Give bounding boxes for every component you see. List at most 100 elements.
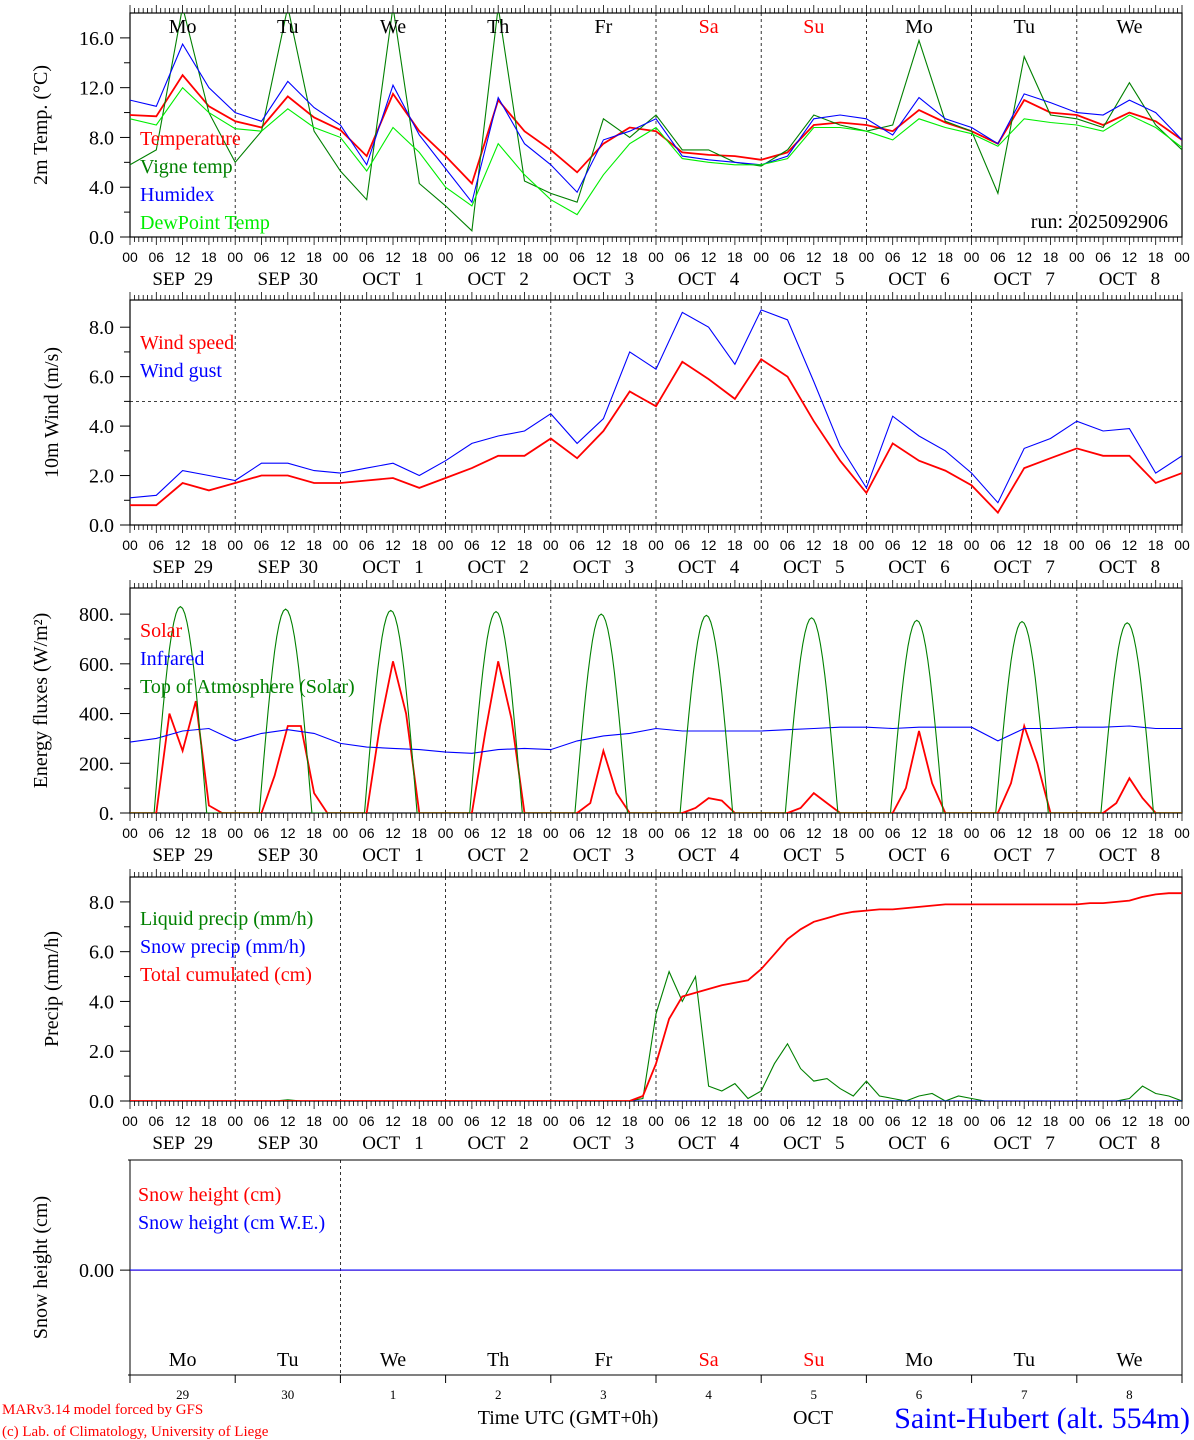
hour-label: 00: [964, 825, 980, 841]
date-label: OCT 2: [467, 845, 528, 866]
hour-label: 00: [859, 537, 875, 553]
date-label: OCT 3: [573, 269, 634, 290]
panel-snow: 0.00 Snow height (cm) Snow height (cm) Snow…: [30, 1159, 1183, 1402]
date-label: OCT 8: [1099, 1133, 1160, 1154]
series-group: [130, 309, 1182, 515]
hour-label: 06: [990, 825, 1006, 841]
date-label: OCT 1: [362, 845, 423, 866]
date-label: SEP 30: [258, 557, 319, 578]
hour-label: 12: [806, 537, 822, 553]
date-label: OCT 8: [1099, 557, 1160, 578]
y-tick-label: 600.: [79, 654, 114, 676]
station-title: Saint-Hubert (alt. 554m): [894, 1402, 1190, 1435]
hour-label: 00: [859, 825, 875, 841]
weekday-label: Th: [487, 16, 509, 38]
panel-energy: 0. 200. 400. 600. 800. Energy fluxes (W/m²) So…: [30, 580, 1190, 866]
weekday-label: Mo: [169, 16, 197, 38]
hour-label: 18: [622, 825, 638, 841]
hour-label: 00: [122, 825, 138, 841]
hour-label: 00: [438, 249, 454, 265]
weekday-label: Su: [803, 16, 824, 38]
hour-label: 00: [648, 249, 664, 265]
hour-label: 00: [543, 537, 559, 553]
x-axis-title: Time UTC (GMT+0h): [478, 1407, 659, 1429]
day-number-label: 29: [176, 1387, 189, 1402]
hour-label: 12: [701, 1113, 717, 1129]
hour-label: 12: [490, 537, 506, 553]
hour-label: 18: [832, 825, 848, 841]
hour-label: 00: [1069, 1113, 1085, 1129]
hour-label: 06: [149, 825, 165, 841]
date-label: OCT 5: [783, 845, 844, 866]
hour-label: 12: [175, 537, 191, 553]
hour-label: 06: [464, 249, 480, 265]
hour-label: 18: [622, 249, 638, 265]
hour-label: 00: [438, 1113, 454, 1129]
hour-label: 18: [412, 249, 428, 265]
date-label: SEP 29: [152, 269, 213, 290]
y-tick-label: 8.0: [89, 892, 114, 914]
hour-label: 12: [701, 249, 717, 265]
y-tick-label: 400.: [79, 704, 114, 726]
hour-label: 18: [201, 249, 217, 265]
hour-label: 00: [753, 249, 769, 265]
hour-label: 18: [201, 537, 217, 553]
hour-ticks: [129, 869, 1183, 1109]
y-tick-label: 12.0: [79, 78, 114, 100]
y-axis-label: 10m Wind (m/s): [41, 347, 63, 478]
series-line-wind-speed: [130, 358, 1182, 515]
hour-label: 00: [964, 249, 980, 265]
weekday-label: We: [1116, 16, 1142, 38]
series-line-wind-gust: [130, 309, 1182, 504]
hour-label: 06: [885, 825, 901, 841]
y-tick-label: 6.0: [89, 367, 114, 389]
date-label: OCT 2: [467, 269, 528, 290]
hour-label: 00: [1069, 249, 1085, 265]
hour-label: 12: [1016, 249, 1032, 265]
weekday-label: Sa: [699, 1349, 719, 1371]
weekday-label: Mo: [169, 1349, 197, 1371]
legend-entry: Total cumulated (cm): [140, 964, 312, 986]
hour-label: 00: [122, 1113, 138, 1129]
weekday-label: Tu: [1013, 16, 1035, 38]
hour-ticks: [129, 5, 1183, 245]
hour-label: 06: [990, 537, 1006, 553]
run-label: run: 2025092906: [1031, 211, 1168, 233]
hour-label: 00: [1174, 249, 1190, 265]
hour-label: 18: [832, 249, 848, 265]
weekday-label: Sa: [699, 16, 719, 38]
plot-frame: [129, 299, 1183, 526]
hour-label: 00: [333, 537, 349, 553]
hour-label: 00: [227, 537, 243, 553]
hour-label: 00: [964, 537, 980, 553]
hour-label: 12: [911, 1113, 927, 1129]
hour-label: 00: [227, 249, 243, 265]
hour-label: 06: [885, 249, 901, 265]
series-group: [130, 605, 1182, 813]
legend-entry: Wind gust: [140, 360, 222, 382]
hour-label: 18: [517, 1113, 533, 1129]
hour-label: 00: [438, 537, 454, 553]
date-label: OCT 1: [362, 269, 423, 290]
series-line-liquid-precip-mm-h-: [130, 970, 1182, 1101]
hour-label: 00: [859, 249, 875, 265]
series-group: [130, 13, 1182, 232]
weekday-label: We: [380, 1349, 406, 1371]
plot-frame: [129, 587, 1183, 814]
date-label: OCT 7: [993, 269, 1054, 290]
hour-label: 18: [938, 1113, 954, 1129]
date-label: SEP 29: [152, 1133, 213, 1154]
date-label: OCT 8: [1099, 269, 1160, 290]
legend-entry: Infrared: [140, 648, 204, 670]
date-label: OCT 7: [993, 557, 1054, 578]
hour-label: 12: [1016, 1113, 1032, 1129]
hour-label: 12: [911, 825, 927, 841]
hour-label: 12: [280, 1113, 296, 1129]
hour-label: 06: [885, 537, 901, 553]
date-label: OCT 3: [573, 557, 634, 578]
y-axis-label: Snow height (cm): [30, 1196, 52, 1339]
weekday-label: Mo: [905, 1349, 933, 1371]
hour-label: 12: [701, 537, 717, 553]
hour-label: 06: [675, 537, 691, 553]
day-number-label: 7: [1021, 1387, 1028, 1402]
